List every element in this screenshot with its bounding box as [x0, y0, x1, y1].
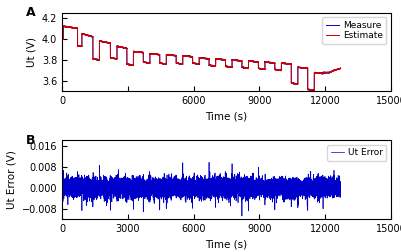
Ut Error: [252, 187, 257, 190]
Estimate: [338, 67, 343, 70]
Ut Error: [141, 197, 146, 200]
Ut Error: [207, 161, 211, 164]
Estimate: [252, 60, 257, 63]
Ut Error: [338, 185, 343, 188]
Measure: [167, 53, 172, 56]
Text: B: B: [26, 134, 35, 147]
Estimate: [167, 53, 172, 56]
X-axis label: Time (s): Time (s): [205, 240, 248, 250]
Measure: [89, 35, 94, 38]
Ut Error: [60, 185, 65, 188]
Estimate: [252, 60, 257, 63]
Y-axis label: Ut (V): Ut (V): [26, 37, 36, 67]
X-axis label: Time (s): Time (s): [205, 112, 248, 122]
Text: A: A: [26, 6, 36, 19]
Ut Error: [167, 180, 172, 183]
Measure: [252, 60, 257, 63]
Measure: [62, 25, 67, 28]
Y-axis label: Ut Error (V): Ut Error (V): [6, 150, 16, 209]
Estimate: [312, 89, 317, 92]
Estimate: [60, 37, 65, 40]
Legend: Ut Error: Ut Error: [327, 145, 387, 161]
Measure: [278, 69, 283, 72]
Ut Error: [239, 214, 244, 217]
Estimate: [141, 61, 146, 64]
Ut Error: [278, 187, 283, 190]
Estimate: [278, 69, 283, 72]
Measure: [141, 60, 146, 64]
Estimate: [89, 35, 94, 38]
Measure: [312, 89, 316, 92]
Line: Measure: Measure: [62, 26, 340, 91]
Ut Error: [89, 180, 94, 183]
Measure: [338, 67, 343, 70]
Measure: [60, 37, 65, 40]
Line: Ut Error: Ut Error: [62, 162, 340, 216]
Estimate: [62, 25, 67, 28]
Legend: Measure, Estimate: Measure, Estimate: [322, 17, 387, 44]
Ut Error: [253, 198, 257, 201]
Measure: [252, 60, 257, 63]
Line: Estimate: Estimate: [62, 26, 340, 90]
